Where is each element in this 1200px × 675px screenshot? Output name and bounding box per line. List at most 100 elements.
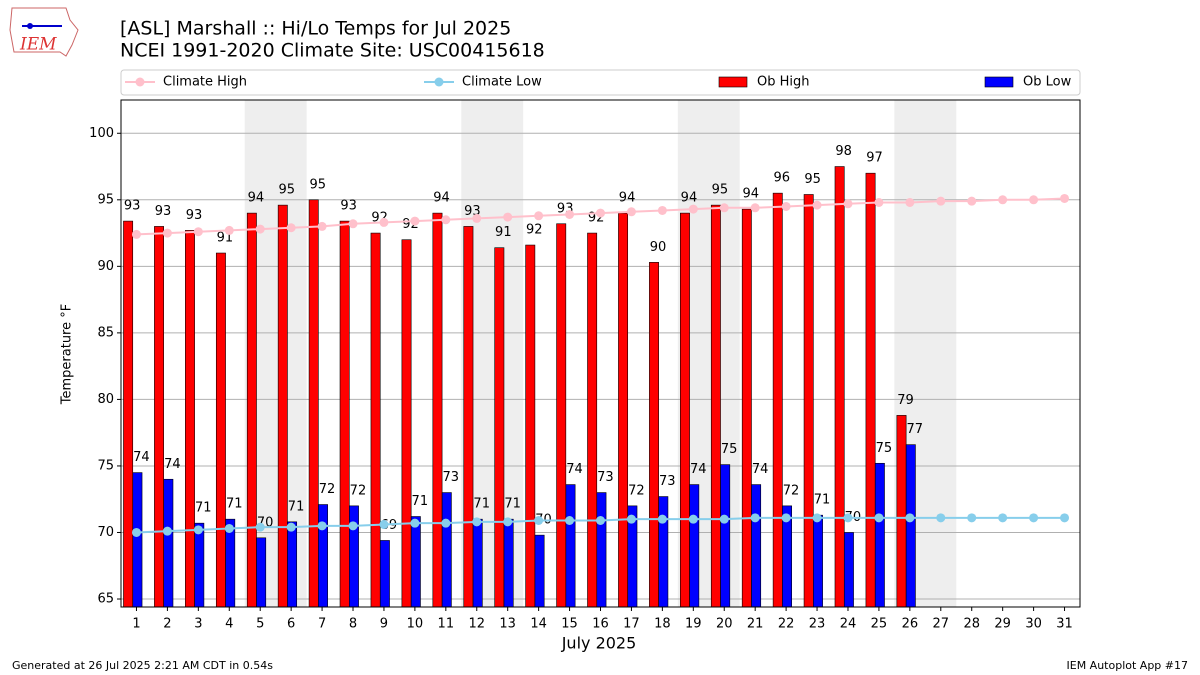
bar xyxy=(379,540,390,608)
y-tick-label: 100 xyxy=(89,126,114,141)
data-label: 71 xyxy=(226,497,243,512)
x-tick-label: 28 xyxy=(963,617,980,632)
logo: IEM xyxy=(9,7,79,57)
x-tick-label: 21 xyxy=(747,617,764,632)
data-label: 94 xyxy=(619,191,636,206)
x-tick-label: 4 xyxy=(225,617,233,632)
bar xyxy=(123,220,134,608)
data-label: 94 xyxy=(248,191,265,206)
line-marker xyxy=(750,203,760,213)
data-label: 71 xyxy=(412,494,429,509)
line-marker xyxy=(193,525,203,535)
bar xyxy=(256,537,267,608)
data-label: 71 xyxy=(473,497,490,512)
line-marker xyxy=(534,516,544,526)
line-marker xyxy=(781,513,791,523)
y-tick-label: 75 xyxy=(97,458,114,473)
logo-dot xyxy=(27,23,33,29)
line-marker xyxy=(348,521,358,531)
bar xyxy=(905,444,916,608)
x-tick-label: 27 xyxy=(933,617,950,632)
y-tick-label: 90 xyxy=(97,259,114,274)
x-tick-label: 2 xyxy=(163,617,171,632)
data-label: 94 xyxy=(681,191,698,206)
data-label: 93 xyxy=(124,199,141,214)
data-label: 98 xyxy=(835,144,852,159)
line-marker xyxy=(750,513,760,523)
bar xyxy=(843,532,854,608)
line-marker xyxy=(441,518,451,528)
line-marker xyxy=(936,513,946,523)
legend-marker xyxy=(135,77,145,87)
data-label: 74 xyxy=(133,450,150,465)
data-label: 95 xyxy=(804,172,821,187)
x-tick-label: 13 xyxy=(499,617,516,632)
line-marker xyxy=(967,196,977,206)
x-tick-label: 3 xyxy=(194,617,202,632)
line-marker xyxy=(379,217,389,227)
bar xyxy=(618,212,629,608)
bar xyxy=(689,484,700,608)
bar xyxy=(185,230,195,608)
line-marker xyxy=(812,513,822,523)
line-marker xyxy=(565,516,575,526)
data-label: 72 xyxy=(628,483,645,498)
data-label: 95 xyxy=(309,177,326,192)
line-marker xyxy=(193,227,203,237)
data-label: 77 xyxy=(907,422,924,437)
bar xyxy=(339,220,350,608)
x-tick-label: 29 xyxy=(994,617,1011,632)
line-marker xyxy=(657,514,667,524)
data-label: 73 xyxy=(442,470,459,485)
line-marker xyxy=(565,209,575,219)
x-axis-label: July 2025 xyxy=(561,634,637,653)
x-tick-label: 9 xyxy=(380,617,388,632)
line-marker xyxy=(317,221,327,231)
y-tick-label: 70 xyxy=(97,525,114,540)
bar xyxy=(834,166,845,608)
line-marker xyxy=(688,204,698,214)
data-label: 92 xyxy=(526,223,543,238)
bar xyxy=(441,492,452,608)
y-tick-label: 65 xyxy=(97,592,114,607)
bar xyxy=(132,472,143,608)
y-tick-label: 80 xyxy=(97,392,114,407)
bar xyxy=(720,464,731,608)
footer-right: IEM Autoplot App #17 xyxy=(1067,659,1189,672)
line-marker xyxy=(286,522,296,532)
logo-text: IEM xyxy=(19,35,57,55)
bar xyxy=(710,204,721,608)
bar xyxy=(401,239,412,608)
legend-label: Ob High xyxy=(757,75,810,90)
line-marker xyxy=(998,513,1008,523)
x-tick-label: 31 xyxy=(1056,617,1073,632)
line-marker xyxy=(441,215,451,225)
line-marker xyxy=(874,513,884,523)
data-label: 95 xyxy=(712,183,729,198)
bar xyxy=(741,208,752,608)
bar xyxy=(194,522,205,608)
bar xyxy=(658,496,669,608)
bar xyxy=(308,199,319,608)
data-label: 75 xyxy=(721,442,738,457)
data-label: 93 xyxy=(340,199,357,214)
line-marker xyxy=(1029,513,1039,523)
line-marker xyxy=(596,208,605,218)
bar xyxy=(287,521,298,608)
bar xyxy=(246,212,257,608)
footer-left: Generated at 26 Jul 2025 2:21 AM CDT in … xyxy=(12,659,273,672)
data-label: 94 xyxy=(743,187,760,202)
x-tick-label: 22 xyxy=(778,617,795,632)
line-marker xyxy=(255,224,265,234)
x-tick-label: 15 xyxy=(561,617,578,632)
bar xyxy=(432,212,443,608)
line-marker xyxy=(162,228,172,238)
data-label: 79 xyxy=(897,393,914,408)
data-label: 73 xyxy=(659,474,676,489)
bar xyxy=(463,226,474,608)
data-label: 72 xyxy=(350,483,367,498)
line-marker xyxy=(131,229,141,239)
bar xyxy=(865,172,876,608)
bar xyxy=(587,232,598,608)
